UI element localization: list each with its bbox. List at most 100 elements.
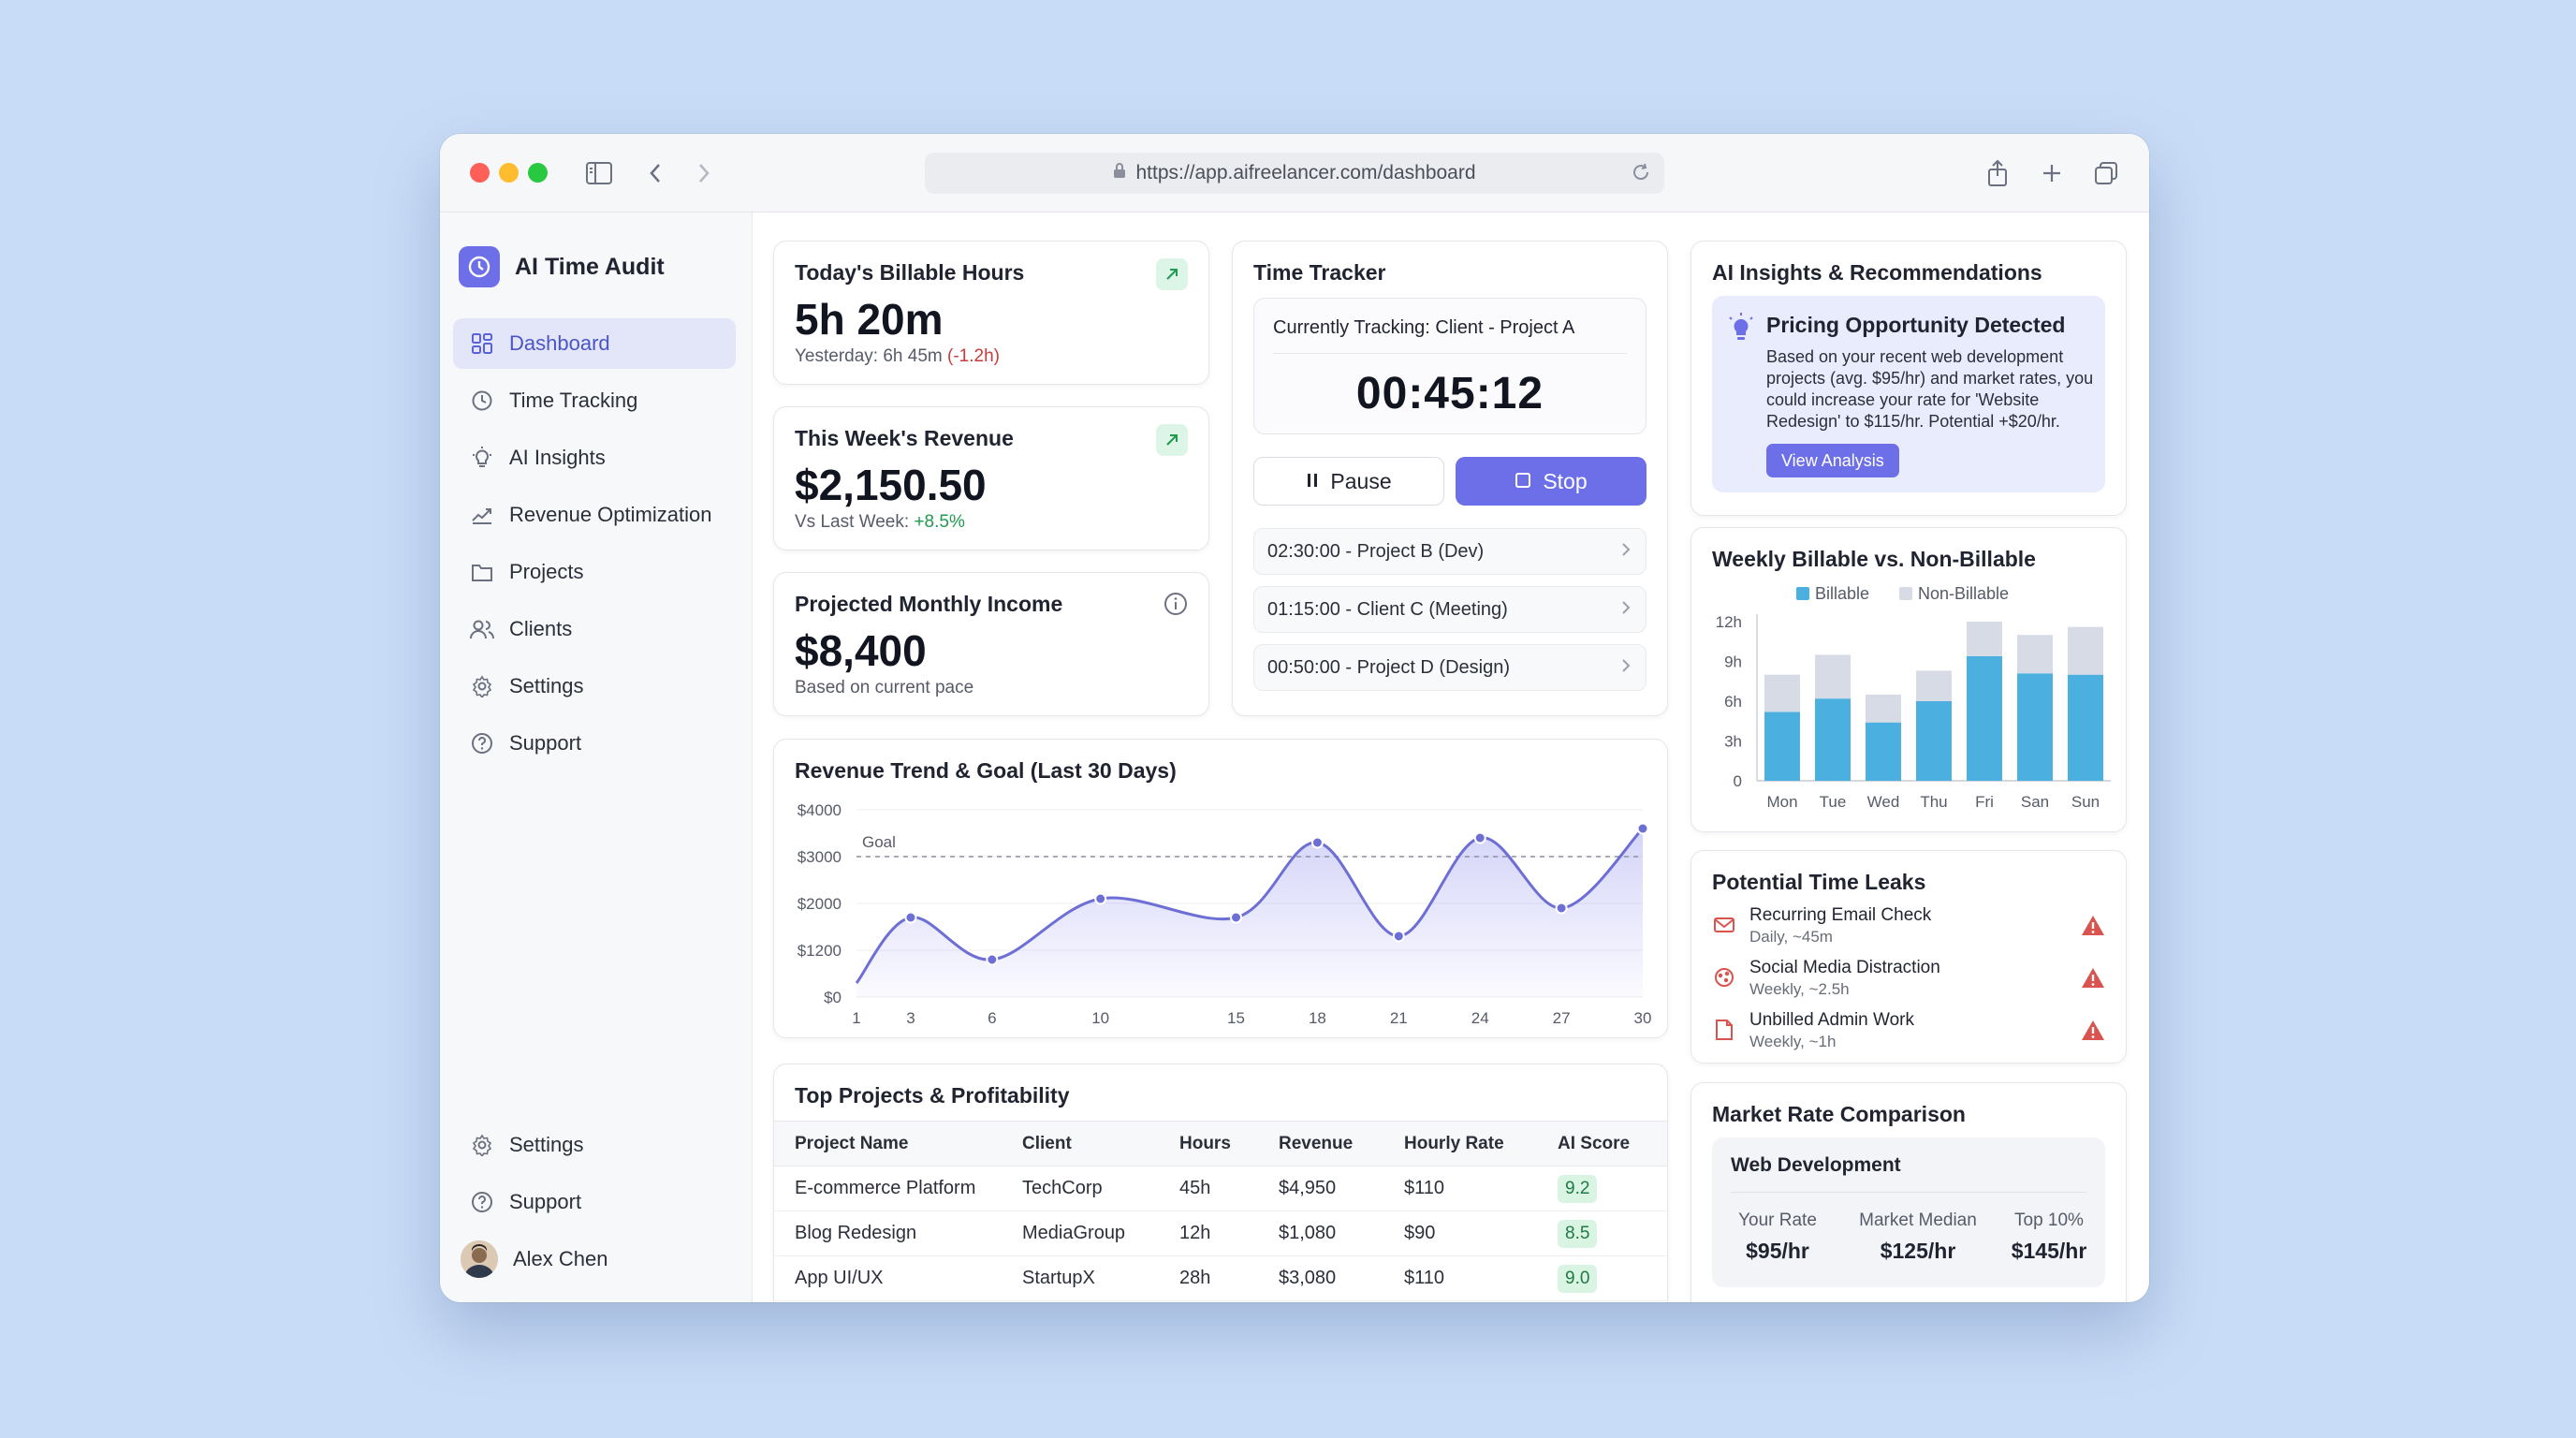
market-value: $125/hr	[1880, 1239, 1956, 1263]
card-title: This Week's Revenue	[795, 426, 1014, 450]
share-icon[interactable]	[1981, 156, 2014, 190]
back-arrow-icon[interactable]	[638, 156, 672, 190]
market-value: $145/hr	[2011, 1239, 2087, 1263]
bar-non-billable[interactable]	[1866, 694, 1901, 723]
column-header[interactable]: Revenue	[1279, 1121, 1404, 1167]
address-bar[interactable]: https://app.aifreelancer.com/dashboard	[925, 153, 1664, 194]
bar-non-billable[interactable]	[1916, 670, 1952, 701]
new-tab-icon[interactable]	[2035, 156, 2069, 190]
bar-billable[interactable]	[1764, 712, 1800, 781]
user-profile[interactable]: Alex Chen	[453, 1234, 736, 1284]
data-point[interactable]	[1230, 911, 1243, 924]
session-item[interactable]: 01:15:00 - Client C (Meeting)	[1253, 586, 1647, 633]
sidebar-bottom-settings[interactable]: Settings	[453, 1120, 736, 1170]
bar-non-billable[interactable]	[1967, 622, 2002, 656]
clock-icon	[470, 389, 494, 413]
sidebar-item-time-tracking[interactable]: Time Tracking	[453, 375, 736, 426]
session-label: 02:30:00 - Project B (Dev)	[1267, 540, 1485, 562]
leak-item[interactable]: Recurring Email Check Daily, ~45m	[1712, 905, 2105, 958]
sidebar-item-ai-insights[interactable]: AI Insights	[453, 433, 736, 483]
lightbulb-icon	[470, 446, 494, 470]
card-title: Market Rate Comparison	[1712, 1102, 1966, 1126]
zoom-window-button[interactable]	[528, 163, 548, 183]
gear-icon	[470, 674, 494, 698]
bar-billable[interactable]	[2068, 674, 2103, 781]
market-label: Top 10%	[2014, 1211, 2084, 1230]
sidebar-item-settings[interactable]: Settings	[453, 661, 736, 712]
bar-non-billable[interactable]	[1815, 654, 1851, 699]
bar-non-billable[interactable]	[2068, 626, 2103, 675]
column-header[interactable]: Client	[1022, 1121, 1179, 1167]
session-label: 00:50:00 - Project D (Design)	[1267, 656, 1511, 678]
sidebar-bottom-support[interactable]: Support	[453, 1177, 736, 1227]
data-point[interactable]	[1094, 892, 1107, 905]
brand[interactable]: AI Time Audit	[459, 246, 665, 287]
table-row[interactable]: App UI/UX StartupX 28h $3,080 $110 9.0	[774, 1255, 1667, 1301]
y-tick-label: 3h	[1724, 733, 1742, 751]
session-label: 01:15:00 - Client C (Meeting)	[1267, 598, 1508, 620]
data-point[interactable]	[1310, 836, 1324, 849]
table-row[interactable]: Blog Redesign MediaGroup 12h $1,080 $90 …	[774, 1211, 1667, 1256]
legend-non-billable: Non-Billable	[1918, 584, 2009, 603]
avatar	[461, 1240, 498, 1278]
legend-billable: Billable	[1815, 584, 1869, 603]
forward-arrow-icon[interactable]	[687, 156, 721, 190]
session-item[interactable]: 00:50:00 - Project D (Design)	[1253, 644, 1647, 691]
stop-button[interactable]: Stop	[1456, 457, 1647, 506]
sidebar-item-dashboard[interactable]: Dashboard	[453, 318, 736, 369]
close-window-button[interactable]	[470, 163, 490, 183]
warning-icon	[2081, 1020, 2105, 1047]
data-point[interactable]	[1555, 902, 1568, 915]
sidebar-item-support[interactable]: Support	[453, 718, 736, 769]
data-point[interactable]	[1392, 930, 1405, 943]
column-header[interactable]: AI Score	[1558, 1121, 1667, 1167]
sidebar-toggle-icon[interactable]	[582, 156, 616, 190]
sidebar-item-revenue-optimization[interactable]: Revenue Optimization	[453, 490, 736, 540]
leak-name: Social Media Distraction	[1749, 958, 1940, 977]
bar-billable[interactable]	[1866, 722, 1901, 781]
info-icon[interactable]	[1164, 592, 1188, 621]
bar-billable[interactable]	[1815, 698, 1851, 781]
data-point[interactable]	[986, 953, 999, 966]
project-name: E-commerce Platform	[774, 1166, 1022, 1211]
reload-icon[interactable]	[1631, 161, 1651, 189]
top-projects-card: Top Projects & Profitability Project Nam…	[773, 1064, 1668, 1302]
help-icon	[470, 731, 494, 756]
trend-icon	[470, 503, 494, 527]
column-header[interactable]: Project Name	[774, 1121, 1022, 1167]
bar-non-billable[interactable]	[1764, 674, 1800, 712]
stop-icon	[1515, 469, 1531, 494]
market-label: Your Rate	[1738, 1211, 1817, 1230]
data-point[interactable]	[1473, 831, 1486, 844]
minimize-window-button[interactable]	[499, 163, 519, 183]
bar-non-billable[interactable]	[2017, 635, 2053, 674]
data-point[interactable]	[904, 911, 917, 924]
column-header[interactable]: Hours	[1179, 1121, 1279, 1167]
leak-item[interactable]: Unbilled Admin Work Weekly, ~1h	[1712, 1010, 2105, 1063]
leak-name: Unbilled Admin Work	[1749, 1010, 1915, 1030]
sidebar-item-projects[interactable]: Projects	[453, 547, 736, 597]
bar-billable[interactable]	[2017, 673, 2053, 781]
bar-billable[interactable]	[1967, 655, 2002, 781]
sidebar-item-label: Clients	[509, 617, 573, 640]
pause-button[interactable]: Pause	[1253, 457, 1444, 506]
market-panel: Web Development Your Rate $95/hr Market …	[1712, 1137, 2105, 1287]
tab-overview-icon[interactable]	[2089, 156, 2123, 190]
view-analysis-button[interactable]: View Analysis	[1766, 444, 1899, 477]
session-item[interactable]: 02:30:00 - Project B (Dev)	[1253, 528, 1647, 575]
ai-score-cell: 9.2	[1558, 1166, 1667, 1211]
sidebar-item-label: Support	[509, 731, 582, 755]
sidebar-item-label: Support	[509, 1190, 582, 1213]
x-tick-label: 15	[1227, 1009, 1245, 1027]
leak-item[interactable]: Social Media Distraction Weekly, ~2.5h	[1712, 958, 2105, 1010]
table-row[interactable]: E-commerce Platform TechCorp 45h $4,950 …	[774, 1166, 1667, 1211]
y-tick-label: 9h	[1724, 653, 1742, 671]
mail-icon	[1712, 913, 1736, 937]
sidebar-item-clients[interactable]: Clients	[453, 604, 736, 654]
kpi-sub-prefix: Yesterday: 6h 45m	[795, 346, 948, 366]
column-header[interactable]: Hourly Rate	[1404, 1121, 1558, 1167]
warning-icon	[2081, 915, 2105, 942]
bar-billable[interactable]	[1916, 701, 1952, 781]
data-point[interactable]	[1636, 822, 1649, 835]
projects-table: Project Name Client Hours Revenue Hourly…	[774, 1121, 1667, 1301]
